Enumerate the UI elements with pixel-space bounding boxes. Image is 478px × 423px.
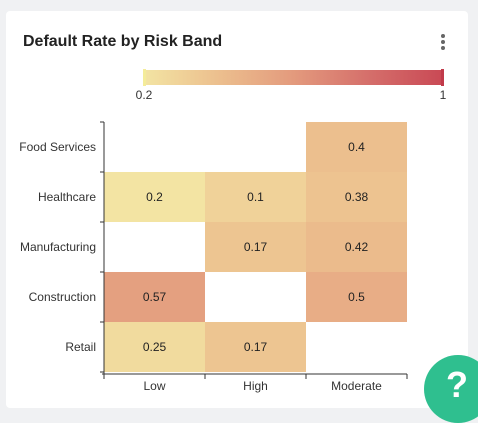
cell-value-label: 0.1 (247, 190, 264, 204)
legend-gradient-bar (144, 70, 443, 85)
cell-value-label: 0.57 (143, 290, 167, 304)
cell-value-label: 0.17 (244, 240, 268, 254)
y-tick-label: Construction (29, 290, 96, 304)
y-tick-label: Retail (65, 340, 96, 354)
legend-max-label: 1 (440, 88, 447, 102)
heatmap-axes: Food Services Healthcare Manufacturing Cons… (19, 121, 408, 393)
x-tick-label: High (243, 379, 268, 393)
heatmap-cell (205, 322, 306, 372)
card-title: Default Rate by Risk Band (23, 33, 223, 50)
kebab-menu-icon[interactable] (439, 34, 447, 52)
x-tick-label: Low (143, 379, 165, 393)
heatmap-cells: 0.4 0.2 0.1 0.38 0.17 0.42 0.57 0.5 0.25 0.17 (104, 122, 407, 372)
help-button[interactable]: ? (424, 355, 478, 423)
heatmap-cell (306, 222, 407, 272)
color-legend: 0.2 1 (136, 69, 447, 102)
heatmap-cell (205, 222, 306, 272)
cell-value-label: 0.5 (348, 290, 365, 304)
heatmap-cell (306, 272, 407, 322)
cell-value-label: 0.42 (345, 240, 369, 254)
cell-value-label: 0.17 (244, 340, 268, 354)
x-tick-label: Moderate (331, 379, 382, 393)
cell-value-label: 0.38 (345, 190, 369, 204)
heatmap-cell (104, 172, 205, 222)
heatmap-cell (306, 172, 407, 222)
legend-min-handle (143, 69, 146, 86)
cell-value-label: 0.2 (146, 190, 163, 204)
question-icon: ? (446, 364, 468, 405)
heatmap-cell (205, 172, 306, 222)
y-tick-label: Manufacturing (20, 240, 96, 254)
heatmap-cell (104, 272, 205, 322)
y-tick-label: Food Services (19, 140, 96, 154)
legend-min-label: 0.2 (136, 88, 153, 102)
y-tick-label: Healthcare (38, 190, 96, 204)
cell-value-label: 0.25 (143, 340, 167, 354)
heatmap-cell (306, 122, 407, 172)
legend-max-handle (441, 69, 444, 86)
heatmap-cell (104, 322, 205, 372)
cell-value-label: 0.4 (348, 140, 365, 154)
